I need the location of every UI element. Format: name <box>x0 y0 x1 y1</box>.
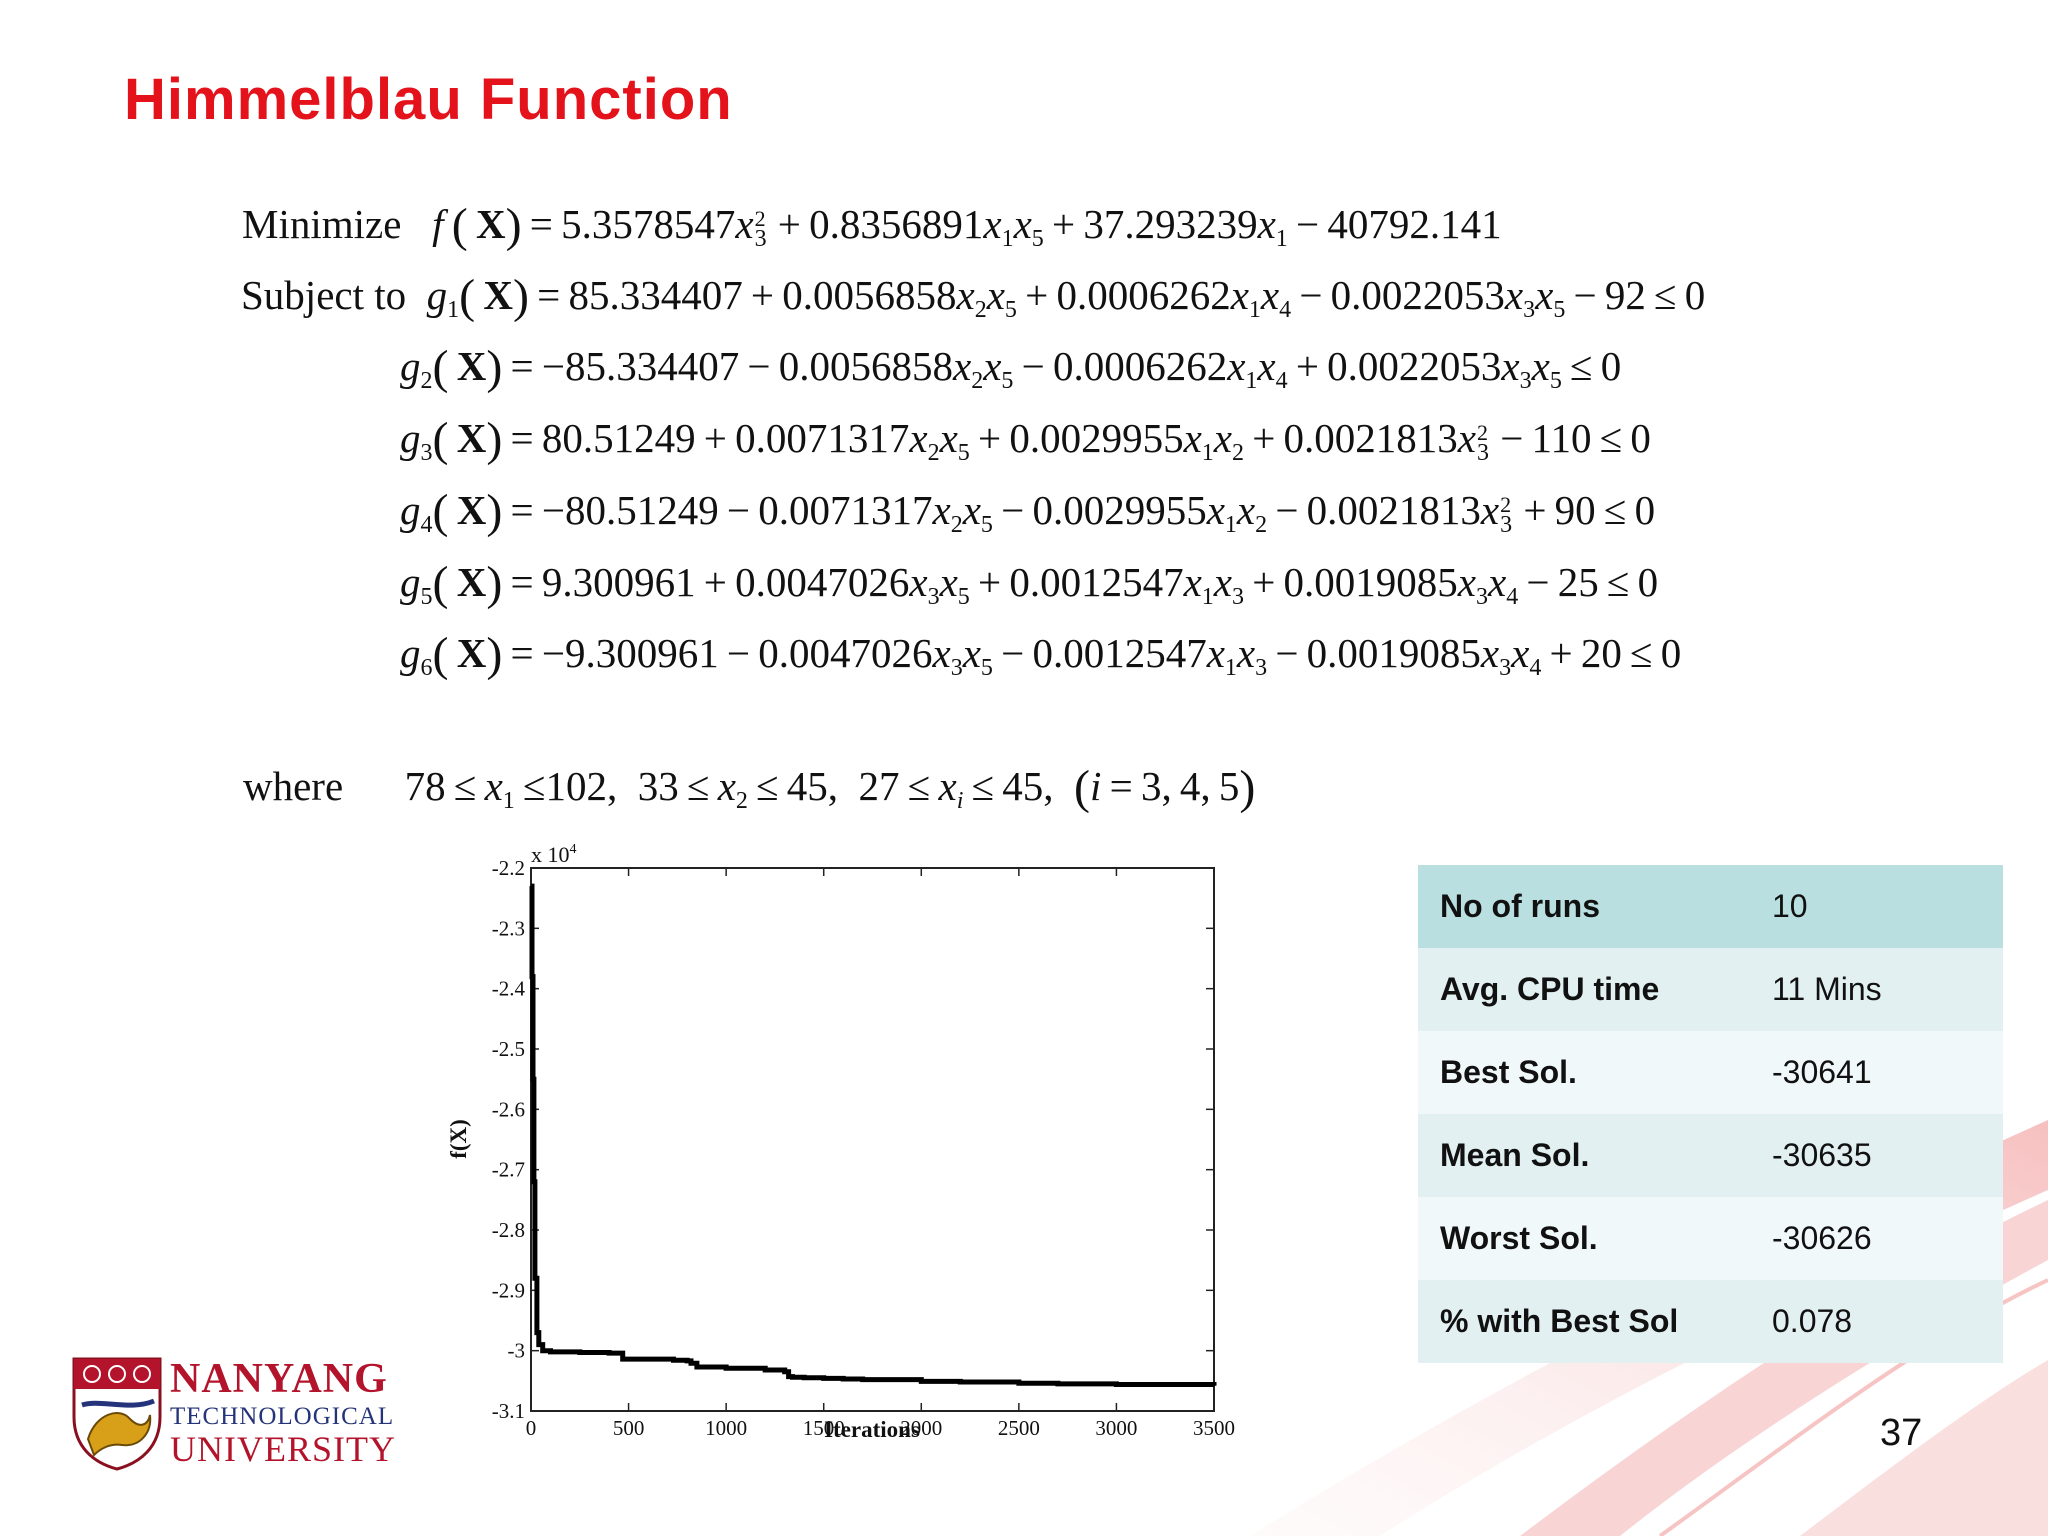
y-tick-label: -3 <box>508 1339 526 1363</box>
stat-label: Best Sol. <box>1440 1054 1577 1090</box>
y-tick-label: -2.4 <box>492 977 526 1001</box>
y-multiplier: x 104 <box>531 842 577 867</box>
ntu-crest-logo <box>72 1357 162 1471</box>
table-row: % with Best Sol 0.078 <box>1418 1280 2003 1363</box>
constraint-g5: g5( X) = 9.300961 + 0.0047026x3x5 + 0.00… <box>400 557 1659 610</box>
y-axis-ticks: -2.2 -2.3 -2.4 -2.5 -2.6 -2.7 -2.8 -2.9 -3 -3.1 <box>492 856 1214 1423</box>
subject-to-label: Subject to <box>241 272 407 318</box>
x-tick-label: 3500 <box>1193 1416 1235 1440</box>
plot-frame <box>530 867 1215 1412</box>
stat-value: 10 <box>1772 888 1808 924</box>
y-tick-label: -2.2 <box>492 856 525 880</box>
x-tick-label: 0 <box>526 1416 537 1440</box>
x-tick-label: 1500 <box>803 1416 845 1440</box>
stat-label: No of runs <box>1440 888 1600 924</box>
stat-label: Mean Sol. <box>1440 1137 1590 1173</box>
table-row: No of runs 10 <box>1418 865 2003 948</box>
x-axis-ticks: 0 500 1000 1500 2000 2500 3000 3500 <box>526 868 1235 1440</box>
y-tick-label: -2.8 <box>492 1218 525 1242</box>
logo-line-2: TECHNOLOGICAL <box>170 1403 395 1430</box>
x-tick-label: 500 <box>613 1416 645 1440</box>
objective-line: Minimize f ( X) = 5.3578547x 2 3 + 0.83568… <box>242 199 1502 252</box>
x-tick-label: 2000 <box>900 1416 942 1440</box>
stat-value: 11 Mins <box>1772 971 1882 1007</box>
y-axis-label: f(X) <box>446 1119 471 1159</box>
logo-line-3: UNIVERSITY <box>170 1429 396 1469</box>
table-row: Worst Sol. -30626 <box>1418 1197 2003 1280</box>
stats-table: No of runs 10 Avg. CPU time 11 Mins Best… <box>1418 865 2003 1363</box>
minimize-label: Minimize <box>242 201 402 247</box>
constraint-g2: g2( X) = −85.334407 − 0.0056858x2x5 − 0.… <box>400 341 1622 394</box>
y-tick-label: -2.9 <box>492 1278 525 1302</box>
constraint-g6: g6( X) = −9.300961 − 0.0047026x3x5 − 0.0… <box>400 628 1682 681</box>
x-axis-label: Iterations <box>824 1417 920 1442</box>
y-tick-label: -2.3 <box>492 916 525 940</box>
y-tick-label: -2.5 <box>492 1037 525 1061</box>
table-row: Avg. CPU time 11 Mins <box>1418 948 2003 1031</box>
stat-label: % with Best Sol <box>1440 1303 1679 1339</box>
ntu-wordmark: NANYANG TECHNOLOGICAL UNIVERSITY <box>170 1358 396 1467</box>
table-row: Best Sol. -30641 <box>1418 1031 2003 1114</box>
page-number: 37 <box>1880 1412 1923 1454</box>
stat-value: 0.078 <box>1772 1303 1853 1339</box>
y-tick-label: -3.1 <box>492 1399 525 1423</box>
x-tick-label: 2500 <box>998 1416 1040 1440</box>
stat-label: Avg. CPU time <box>1440 971 1660 1007</box>
x-tick-label: 3000 <box>1095 1416 1137 1440</box>
convergence-chart: -2.2 -2.3 -2.4 -2.5 -2.6 -2.7 -2.8 -2.9 -3 -3.1 0… <box>446 842 1235 1442</box>
y-tick-label: -2.6 <box>492 1097 525 1121</box>
logo-line-1: NANYANG <box>170 1356 388 1402</box>
stat-value: -30626 <box>1772 1220 1872 1256</box>
y-tick-label: -2.7 <box>492 1158 525 1182</box>
stat-value: -30641 <box>1772 1054 1872 1090</box>
where-label: where <box>243 763 344 809</box>
constraint-g3: g3( X) = 80.51249 + 0.0071317x2x5 + 0.00… <box>400 413 1651 466</box>
bounds-line: where 78 ≤ x1 ≤102, 33 ≤ x2 ≤ 45, 27 ≤ x… <box>243 761 1256 814</box>
table-row: Mean Sol. -30635 <box>1418 1114 2003 1197</box>
x-tick-label: 1000 <box>705 1416 747 1440</box>
stat-label: Worst Sol. <box>1440 1220 1598 1256</box>
slide-title: Himmelblau Function <box>124 67 733 132</box>
constraint-g4: g4( X) = −80.51249 − 0.0071317x2x5 − 0.0… <box>400 485 1656 538</box>
stat-value: -30635 <box>1772 1137 1872 1173</box>
constraint-g1: Subject to g1( X) = 85.334407 + 0.005685… <box>241 270 1706 323</box>
series-line <box>529 883 1217 1387</box>
